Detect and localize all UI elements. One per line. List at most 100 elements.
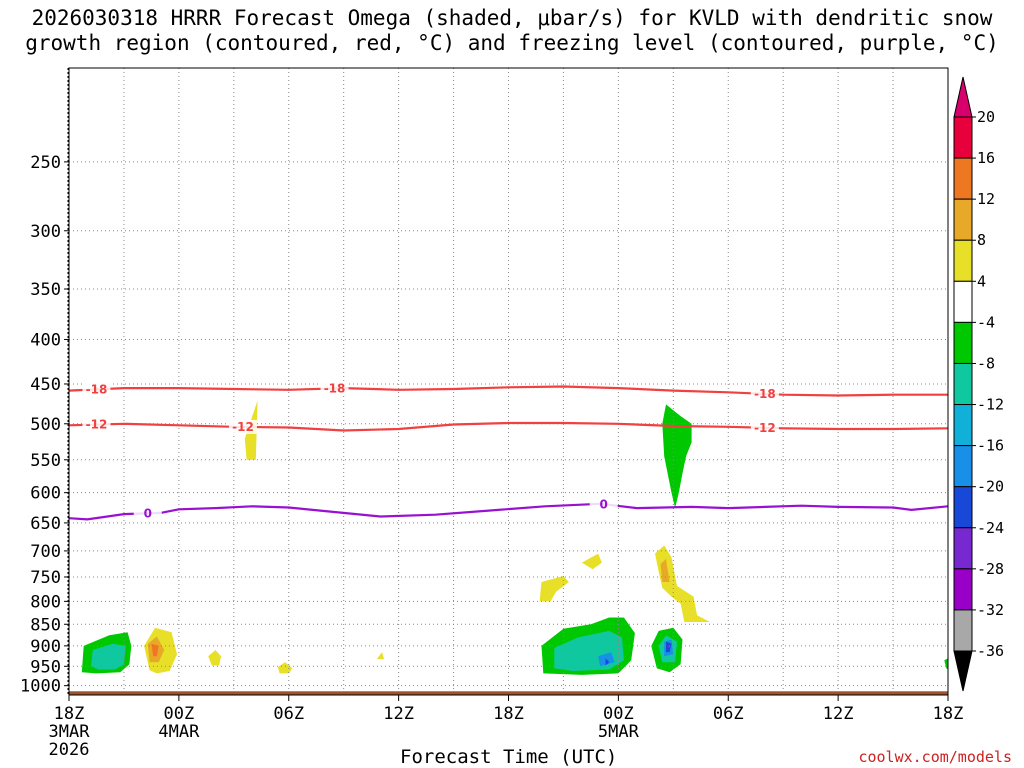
omega-region-5	[208, 650, 221, 666]
colorbar-label: -12	[977, 396, 1004, 414]
freezing-level-label-bg	[589, 497, 618, 512]
dgz-18-label: -18	[754, 387, 776, 401]
x-tick-label: 18Z	[933, 704, 964, 724]
y-tick-label: 550	[30, 451, 61, 471]
x-tick-label: 18Z	[54, 704, 85, 724]
colorbar-label: -32	[977, 601, 1004, 619]
colorbar-swatch	[953, 568, 973, 611]
dgz-18-label-bg	[82, 382, 111, 397]
chart-title: 2026030318 HRRR Forecast Omega (shaded, …	[0, 6, 1024, 56]
omega-region-22	[660, 558, 670, 582]
x-tick-date: 5MAR	[598, 722, 640, 742]
omega-region-13	[662, 404, 692, 509]
colorbar-swatch	[953, 198, 973, 241]
dgz-12-label-bg	[228, 419, 257, 434]
ground-surface	[69, 691, 948, 695]
omega-region-12	[605, 658, 610, 666]
dgz-12-label-bg	[82, 417, 111, 432]
colorbar-bottom-arrow	[953, 650, 973, 692]
colorbar-label: -8	[977, 354, 995, 372]
y-tick-label: 500	[30, 415, 61, 435]
y-tick-label: 350	[30, 280, 61, 300]
omega-region-6	[277, 662, 293, 674]
colorbar-swatch	[953, 157, 973, 200]
omega-region-11	[598, 652, 615, 667]
omega-region-20	[581, 553, 602, 570]
colorbar: 20 16 12 8 4 -4 -8 -12 -16 -20 -24 -28 -32 -36	[953, 76, 1004, 692]
omega-region-19	[539, 576, 569, 602]
colorbar-label: -4	[977, 313, 995, 331]
colorbar-label: -36	[977, 642, 1004, 660]
colorbar-swatch	[953, 486, 973, 529]
dgz-12-line	[68, 421, 949, 432]
omega-region-23	[944, 658, 948, 670]
omega-region-18	[667, 642, 670, 648]
colorbar-swatch	[953, 116, 973, 159]
colorbar-top-arrow	[953, 76, 973, 118]
surface-fill	[69, 691, 948, 695]
colorbar-swatch	[953, 239, 973, 282]
x-axis-label: Forecast Time (UTC)	[400, 746, 618, 768]
x-tick-label: 00Z	[603, 704, 634, 724]
dgz-18-label-bg	[750, 386, 779, 401]
colorbar-swatch	[953, 445, 973, 488]
colorbar-label: 12	[977, 190, 995, 208]
pressure-axis: 2503003504004505005506006507007508008509…	[20, 153, 69, 697]
omega-region-21	[655, 545, 710, 622]
y-tick-label: 650	[30, 514, 61, 534]
credit-link[interactable]: coolwx.com/models	[858, 748, 1012, 766]
title-line-2: growth region (contoured, red, °C) and f…	[25, 31, 999, 55]
y-tick-label: 900	[30, 637, 61, 657]
dgz-18-label: -18	[324, 381, 346, 395]
dgz-12-label: -12	[86, 418, 108, 432]
y-tick-label: 400	[30, 330, 61, 350]
colorbar-swatch	[953, 280, 973, 323]
colorbar-label: 20	[977, 108, 995, 126]
dgz-12-label: -12	[232, 420, 254, 434]
title-line-1: 2026030318 HRRR Forecast Omega (shaded, …	[31, 6, 993, 30]
dgz-18-line	[68, 385, 948, 397]
x-tick-label: 06Z	[273, 704, 304, 724]
y-tick-label: 750	[30, 568, 61, 588]
freezing-level-label-bg	[133, 506, 162, 521]
dgz-12-label: -12	[754, 421, 776, 435]
omega-region-4	[151, 643, 159, 657]
colorbar-label: 4	[977, 272, 986, 290]
colorbar-label: 8	[977, 231, 986, 249]
dgz-18-label: -18	[86, 382, 108, 396]
x-tick-label: 18Z	[493, 704, 524, 724]
y-tick-label: 300	[30, 222, 61, 242]
colorbar-label: 16	[977, 149, 995, 167]
y-tick-label: 700	[30, 542, 61, 562]
y-tick-label: 800	[30, 592, 61, 612]
y-tick-label: 950	[30, 657, 61, 677]
omega-region-8	[376, 652, 384, 660]
colorbar-swatch	[953, 362, 973, 406]
colorbar-swatch	[953, 321, 973, 364]
y-tick-label: 600	[30, 484, 61, 504]
temperature-contours: -18 -18 -18 -12 -12 -12 0 0	[68, 381, 949, 521]
x-tick-label: 06Z	[713, 704, 744, 724]
x-tick-date: 3MAR	[49, 722, 91, 742]
dgz-18-label-bg	[320, 381, 349, 396]
x-tick-label: 12Z	[383, 704, 414, 724]
colorbar-label: -24	[977, 519, 1004, 537]
y-tick-label: 850	[30, 615, 61, 635]
dgz-12-label-bg	[750, 420, 779, 435]
colorbar-label: -20	[977, 478, 1004, 496]
colorbar-swatch	[953, 609, 973, 652]
x-tick-label: 00Z	[164, 704, 195, 724]
freezing-level-line	[68, 502, 949, 521]
x-tick-date: 4MAR	[158, 722, 200, 742]
colorbar-swatch	[953, 527, 973, 570]
y-tick-label: 450	[30, 375, 61, 395]
omega-region-1	[91, 643, 126, 670]
grid-lines	[69, 68, 948, 695]
x-tick-year: 2026	[49, 740, 90, 760]
colorbar-label: -16	[977, 437, 1004, 455]
omega-shading	[81, 400, 948, 675]
colorbar-label: -28	[977, 560, 1004, 578]
y-tick-label: 1000	[20, 677, 61, 697]
